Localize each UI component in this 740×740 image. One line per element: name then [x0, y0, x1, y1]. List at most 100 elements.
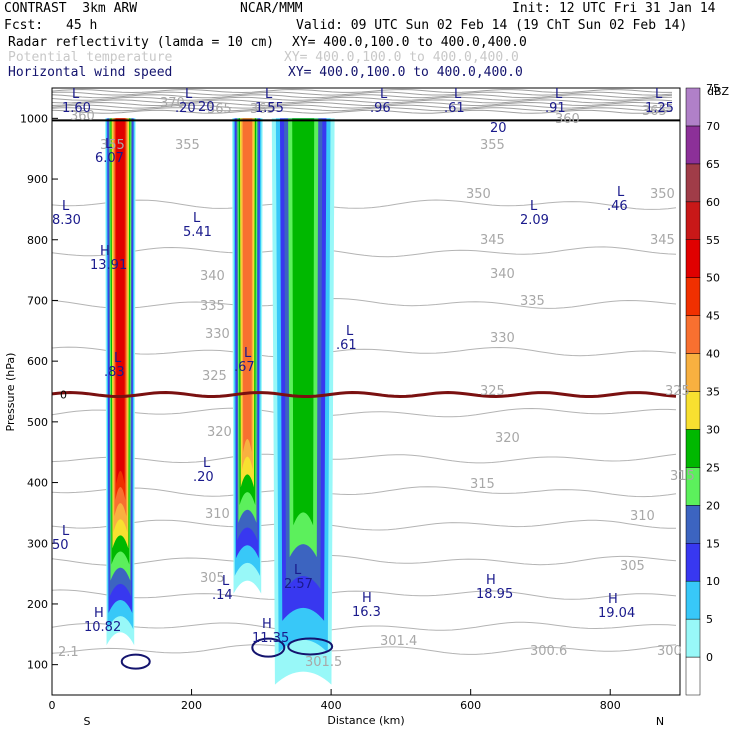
extremum-type: L — [655, 87, 663, 102]
extremum-value: 13.91 — [90, 258, 127, 273]
extremum-value: 6.07 — [95, 151, 124, 166]
theta-label: 301.4 — [380, 634, 417, 649]
theta-label: 360 — [70, 109, 95, 124]
theta-contour-upper — [52, 99, 673, 104]
valid-time: Valid: 09 UTC Sun 02 Feb 14 (19 ChT Sun … — [296, 18, 688, 33]
x-tick-label: 800 — [600, 699, 621, 712]
y-tick-label: 400 — [27, 477, 48, 490]
colorbar-label: 45 — [706, 310, 720, 323]
x-tick-label: 200 — [181, 699, 202, 712]
extremum-type: L — [114, 351, 122, 366]
extremum-value: .61 — [444, 101, 465, 116]
extremum-type: L — [222, 574, 230, 589]
field-xy-reflectivity: XY= 400.0,100.0 to 400.0,400.0 — [292, 35, 527, 50]
colorbar-swatch-20 — [685, 505, 701, 544]
field-name-reflectivity: Radar reflectivity (lamda = 10 cm) — [8, 35, 275, 50]
extremum-value: .14 — [212, 588, 233, 603]
extremum-marker-L: L.20 — [175, 87, 196, 116]
field-name-theta: Potential temperature — [8, 50, 173, 65]
theta-label: 350 — [650, 187, 675, 202]
extremum-marker-L: L1.60 — [62, 87, 91, 116]
extremum-value: .91 — [545, 101, 566, 116]
extremum-marker-H: H10.82 — [84, 606, 121, 635]
colorbar-label: 60 — [706, 196, 720, 209]
wind-contour — [120, 653, 151, 670]
theta-contour-335 — [52, 486, 677, 498]
extremum-value: 18.95 — [476, 587, 513, 602]
theta-label: 340 — [490, 267, 515, 282]
extremum-value: 16.3 — [352, 605, 381, 620]
y-tick-label: 800 — [27, 234, 48, 247]
extremum-marker-L: L.20 — [193, 456, 214, 485]
extremum-marker-L: L1.55 — [255, 87, 284, 116]
extremum-type: L — [193, 211, 201, 226]
colorbar-label: 30 — [706, 423, 720, 436]
theta-label: 310 — [205, 507, 230, 522]
theta-contour-upper — [52, 107, 673, 112]
colorbar-label: 25 — [706, 461, 720, 474]
colorbar-swatch-30 — [685, 429, 701, 468]
theta-contour-upper — [52, 88, 672, 94]
y-tick-label: 900 — [27, 173, 48, 186]
colorbar-label: 70 — [706, 120, 720, 133]
theta-label: 325 — [480, 384, 505, 399]
extremum-value: 1.25 — [645, 101, 674, 116]
extremum-value: 2.09 — [520, 213, 549, 228]
extremum-value: 10.82 — [84, 620, 121, 635]
extremum-type: L — [185, 87, 193, 102]
reflectivity-band-col1-45dbz — [242, 118, 253, 452]
extremum-value: 2.57 — [284, 577, 313, 592]
x-tick-label: 0 — [49, 699, 56, 712]
field-xy-wind: XY= 400.0,100.0 to 400.0,400.0 — [288, 65, 523, 80]
y-tick-label: 1000 — [20, 112, 48, 125]
theta-contour-360 — [52, 644, 677, 655]
theta-label: 310 — [630, 509, 655, 524]
colorbar-label: 0 — [706, 651, 713, 664]
y-tick-label: 200 — [27, 598, 48, 611]
theta-label: 335 — [200, 299, 225, 314]
x-end-label-north: N — [656, 715, 664, 728]
colorbar-label: 75 — [706, 82, 720, 95]
colorbar-swatch-55 — [685, 239, 701, 278]
reflectivity-band-col0-55dbz — [115, 118, 125, 484]
theta-label: 340 — [200, 269, 225, 284]
extremum-type: L — [454, 87, 462, 102]
extremum-value: 19.04 — [598, 606, 635, 621]
theta-label: 305 — [200, 571, 225, 586]
extremum-value: .67 — [234, 360, 255, 375]
extremum-value: 1.60 — [62, 101, 91, 116]
x-end-label-south: S — [84, 715, 91, 728]
field-name-wind: Horizontal wind speed — [8, 65, 173, 80]
theta-contour-upper — [52, 109, 673, 114]
theta-label: 301.5 — [305, 655, 342, 670]
theta-label: 365 — [642, 104, 667, 119]
extremum-type: H — [362, 591, 372, 606]
theta-contour-310 — [52, 246, 677, 258]
extremum-value: .46 — [607, 199, 628, 214]
colorbar-swatch-0 — [685, 656, 701, 696]
colorbar-label: 5 — [706, 613, 713, 626]
extremum-marker-L: L1.25 — [645, 87, 674, 116]
wind-speed-label: 20 — [198, 100, 215, 115]
extremum-type: H — [262, 617, 272, 632]
theta-label: 300.6 — [530, 644, 567, 659]
colorbar-unit: dBZ — [707, 85, 730, 98]
extremum-type: L — [617, 185, 625, 200]
extremum-type: L — [380, 87, 388, 102]
extremum-marker-L: L50 — [52, 524, 70, 553]
theta-contour-355 — [52, 621, 677, 632]
theta-contour-305 — [52, 199, 677, 210]
theta-label: 355 — [175, 138, 200, 153]
colorbar-label: 40 — [706, 348, 720, 361]
colorbar-swatch-65 — [685, 163, 701, 203]
y-tick-label: 500 — [27, 416, 48, 429]
extremum-marker-L: L2.57 — [284, 563, 313, 592]
x-axis-title: Distance (km) — [327, 714, 404, 727]
extremum-marker-L: L.83 — [104, 351, 125, 380]
extremum-type: L — [203, 456, 211, 471]
colorbar-swatch-5 — [685, 618, 701, 658]
wind-contour — [287, 637, 334, 656]
extremum-marker-H: H18.95 — [476, 573, 513, 602]
colorbar-label: 50 — [706, 272, 720, 285]
